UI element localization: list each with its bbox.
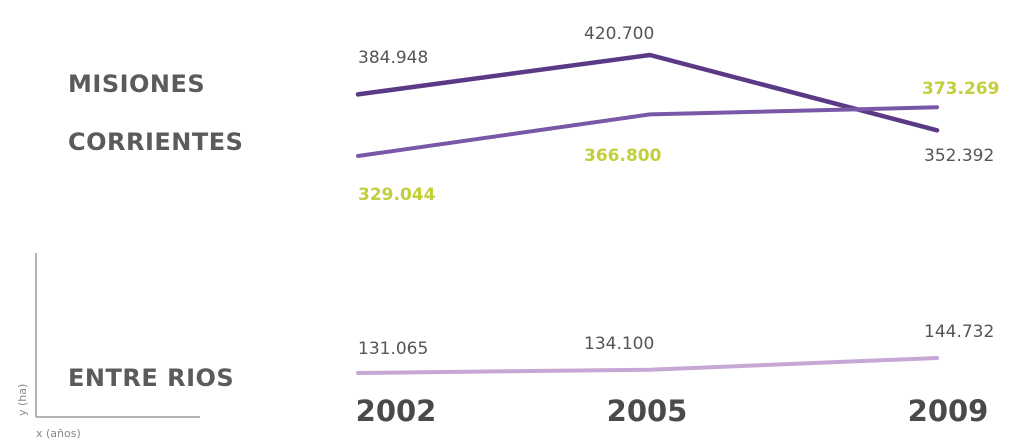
x-tick-label: 2002 <box>356 394 437 428</box>
legend-x-axis-label: x (años) <box>36 427 81 440</box>
legend-y-axis-label: y (ha) <box>16 384 29 416</box>
series-label-entre-rios: ENTRE RIOS <box>68 364 234 392</box>
data-label-misiones-2002: 384.948 <box>358 48 428 68</box>
series-label-misiones: MISIONES <box>68 70 205 98</box>
data-label-entre-rios-2005: 134.100 <box>584 334 654 354</box>
data-label-corrientes-2005: 366.800 <box>584 146 662 166</box>
x-tick-label: 2009 <box>908 394 989 428</box>
x-tick-label: 2005 <box>607 394 688 428</box>
data-label-misiones-2009: 352.392 <box>924 146 994 166</box>
data-label-misiones-2005: 420.700 <box>584 24 654 44</box>
data-label-entre-rios-2009: 144.732 <box>924 322 994 342</box>
data-label-corrientes-2009: 373.269 <box>922 79 999 99</box>
data-label-entre-rios-2002: 131.065 <box>358 339 428 359</box>
data-label-corrientes-2002: 329.044 <box>358 185 436 205</box>
series-label-corrientes: CORRIENTES <box>68 128 243 156</box>
series-line-entre-rios <box>356 356 939 375</box>
series-line-corrientes <box>356 105 939 158</box>
series-line-misiones <box>355 52 940 133</box>
